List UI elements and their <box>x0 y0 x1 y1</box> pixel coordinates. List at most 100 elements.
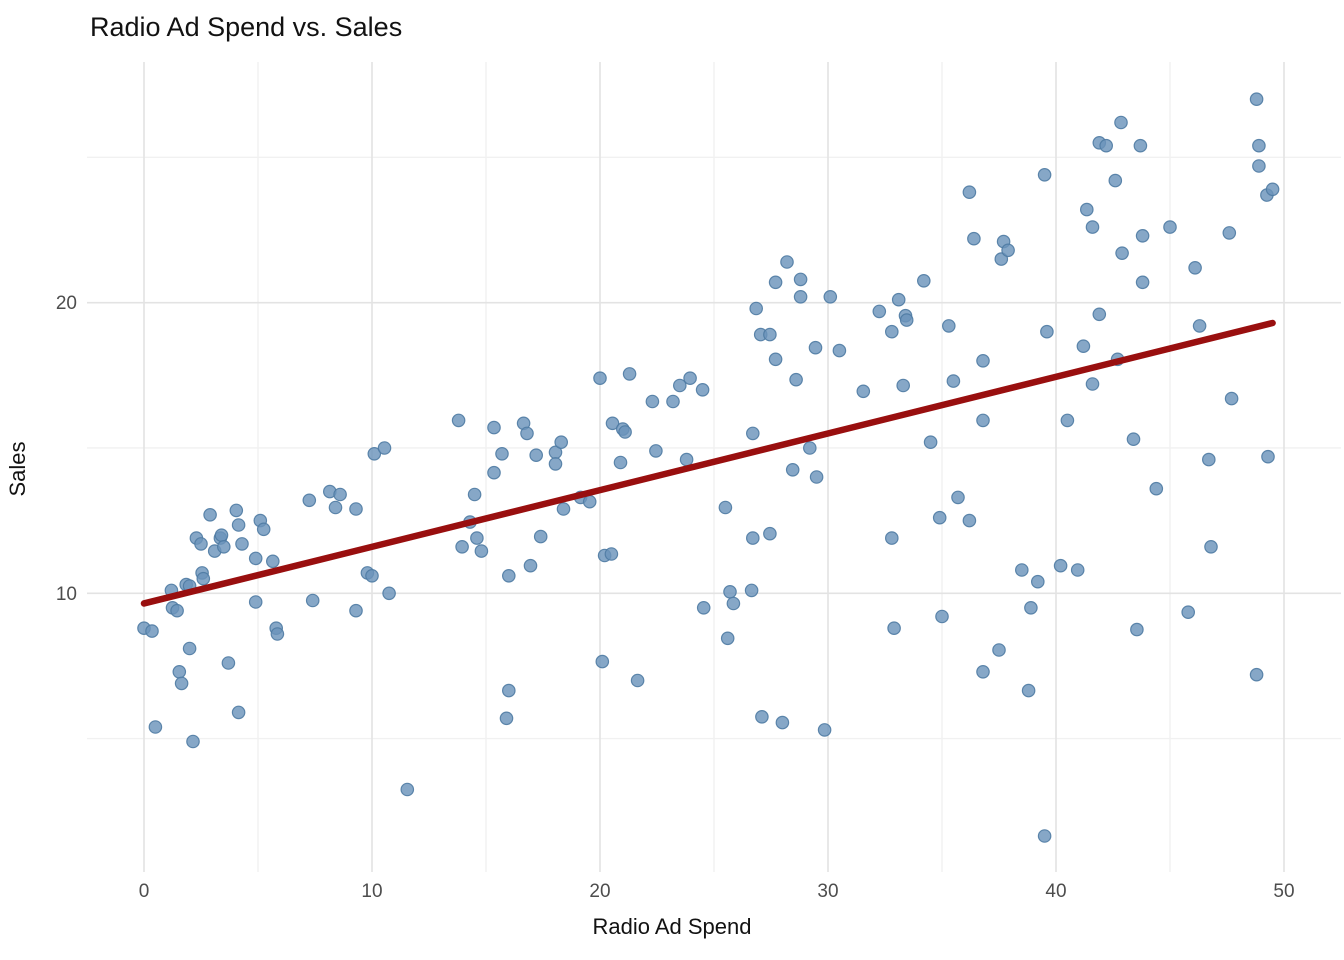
x-tick-label: 0 <box>139 881 150 902</box>
data-point <box>231 705 246 720</box>
data-point <box>145 624 159 638</box>
data-point <box>872 304 887 319</box>
data-point <box>613 455 628 470</box>
data-point <box>214 528 229 542</box>
data-point <box>649 444 663 458</box>
data-point <box>976 664 990 679</box>
data-point <box>666 394 680 409</box>
data-point <box>802 441 817 455</box>
data-point <box>935 609 949 624</box>
data-point <box>817 723 832 737</box>
data-point <box>622 367 637 381</box>
data-point <box>1037 829 1052 843</box>
data-point <box>745 426 760 441</box>
data-point <box>194 537 208 551</box>
data-point <box>231 518 246 532</box>
data-point <box>605 416 620 431</box>
data-point <box>768 352 783 367</box>
data-point <box>992 643 1006 657</box>
data-point <box>174 676 189 691</box>
data-point <box>367 446 382 461</box>
data-point <box>172 664 187 679</box>
data-point <box>1126 432 1141 446</box>
data-point <box>832 343 847 358</box>
data-point <box>951 490 965 505</box>
data-point <box>1014 563 1029 577</box>
data-point <box>333 487 347 502</box>
data-point <box>749 301 763 316</box>
data-point <box>593 371 607 385</box>
data-point <box>1261 449 1275 464</box>
data-point <box>683 371 697 385</box>
data-point <box>495 446 509 461</box>
data-point <box>1133 138 1148 153</box>
data-point <box>745 531 760 545</box>
data-point <box>823 289 838 304</box>
data-point <box>377 441 392 455</box>
data-point <box>455 539 469 554</box>
data-point <box>302 493 317 508</box>
data-point <box>962 185 977 199</box>
data-point <box>467 487 482 502</box>
data-point <box>789 372 803 387</box>
data-point <box>1076 339 1091 353</box>
data-point <box>1163 220 1177 234</box>
data-point <box>501 683 516 698</box>
data-point <box>1040 324 1054 339</box>
data-point <box>595 654 610 669</box>
data-point <box>1085 377 1100 391</box>
y-tick-label: 20 <box>56 293 77 314</box>
data-point <box>1265 182 1280 197</box>
data-point <box>899 313 914 327</box>
data-point <box>780 255 794 269</box>
data-point <box>1070 563 1085 577</box>
data-point <box>726 596 741 611</box>
data-point <box>1115 246 1129 260</box>
data-point <box>548 457 563 471</box>
data-point <box>785 462 800 477</box>
x-tick-label: 40 <box>1045 881 1066 902</box>
data-point <box>976 353 990 368</box>
data-point <box>884 324 899 339</box>
x-tick-label: 50 <box>1273 881 1294 902</box>
data-point <box>487 420 501 435</box>
data-point <box>809 470 824 484</box>
data-point <box>487 465 501 480</box>
data-point <box>645 394 660 409</box>
trend-line <box>140 319 1276 607</box>
data-point <box>328 500 343 515</box>
data-point <box>170 603 184 618</box>
data-point <box>474 544 489 558</box>
data-point <box>1188 260 1202 275</box>
data-point <box>248 551 263 566</box>
data-point <box>941 319 956 333</box>
data-point <box>630 673 645 688</box>
data-point <box>696 600 711 615</box>
data-point <box>891 292 906 307</box>
data-point <box>916 273 931 288</box>
data-point <box>1249 92 1264 106</box>
data-point <box>1192 319 1207 333</box>
data-point <box>365 568 379 583</box>
data-point <box>1053 558 1068 573</box>
data-point <box>1252 159 1266 173</box>
data-point <box>1024 600 1038 615</box>
data-point <box>1108 173 1123 188</box>
data-point <box>229 503 244 518</box>
data-point <box>470 531 484 545</box>
data-point <box>256 522 271 537</box>
data-point <box>1114 115 1128 130</box>
data-point <box>1222 226 1237 240</box>
y-axis-title: Sales <box>5 441 30 497</box>
data-point <box>582 494 597 509</box>
data-point <box>744 583 759 598</box>
data-point <box>1080 202 1094 217</box>
data-point <box>533 529 548 544</box>
data-point <box>793 289 808 304</box>
data-point <box>604 547 619 561</box>
data-point <box>235 537 249 551</box>
data-point <box>887 621 901 635</box>
data-point <box>400 782 415 797</box>
data-point <box>501 568 516 583</box>
